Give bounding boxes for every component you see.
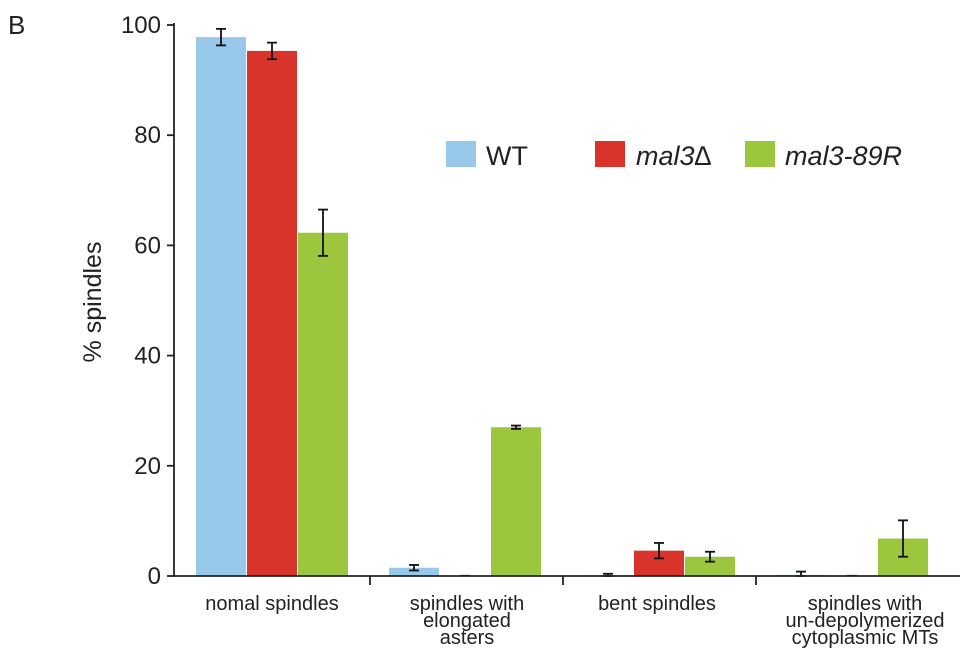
- x-category-label: un-depolymerized: [786, 610, 945, 632]
- y-tick-label: 20: [134, 453, 161, 480]
- legend: WT mal3∆ mal3-89R: [446, 141, 902, 171]
- y-axis-label: % spindles: [79, 242, 107, 363]
- x-category-label: spindles with: [808, 593, 923, 615]
- legend-swatch: [745, 141, 775, 167]
- x-category-label: asters: [440, 627, 494, 649]
- y-tick-label: 40: [134, 343, 161, 370]
- y-tick-label: 100: [121, 12, 161, 39]
- legend-label: mal3∆: [636, 141, 712, 171]
- y-tick-label: 0: [148, 563, 161, 590]
- legend-swatch: [595, 141, 625, 167]
- y-tick-label: 80: [134, 122, 161, 149]
- legend-swatch: [446, 141, 476, 167]
- bar: [298, 232, 348, 577]
- bar: [247, 50, 297, 577]
- x-category-label: cytoplasmic MTs: [792, 627, 939, 649]
- x-category-label: bent spindles: [598, 593, 716, 615]
- panel-label: B: [8, 10, 25, 40]
- x-category-label: elongated: [423, 610, 511, 632]
- x-category-label: spindles with: [410, 593, 525, 615]
- bar: [685, 556, 735, 576]
- bar: [389, 567, 439, 576]
- y-tick-label: 60: [134, 232, 161, 259]
- bar: [491, 427, 541, 576]
- x-category-label: nomal spindles: [205, 593, 338, 615]
- legend-label: WT: [486, 141, 528, 171]
- legend-label: mal3-89R: [785, 141, 902, 171]
- bar: [196, 37, 246, 576]
